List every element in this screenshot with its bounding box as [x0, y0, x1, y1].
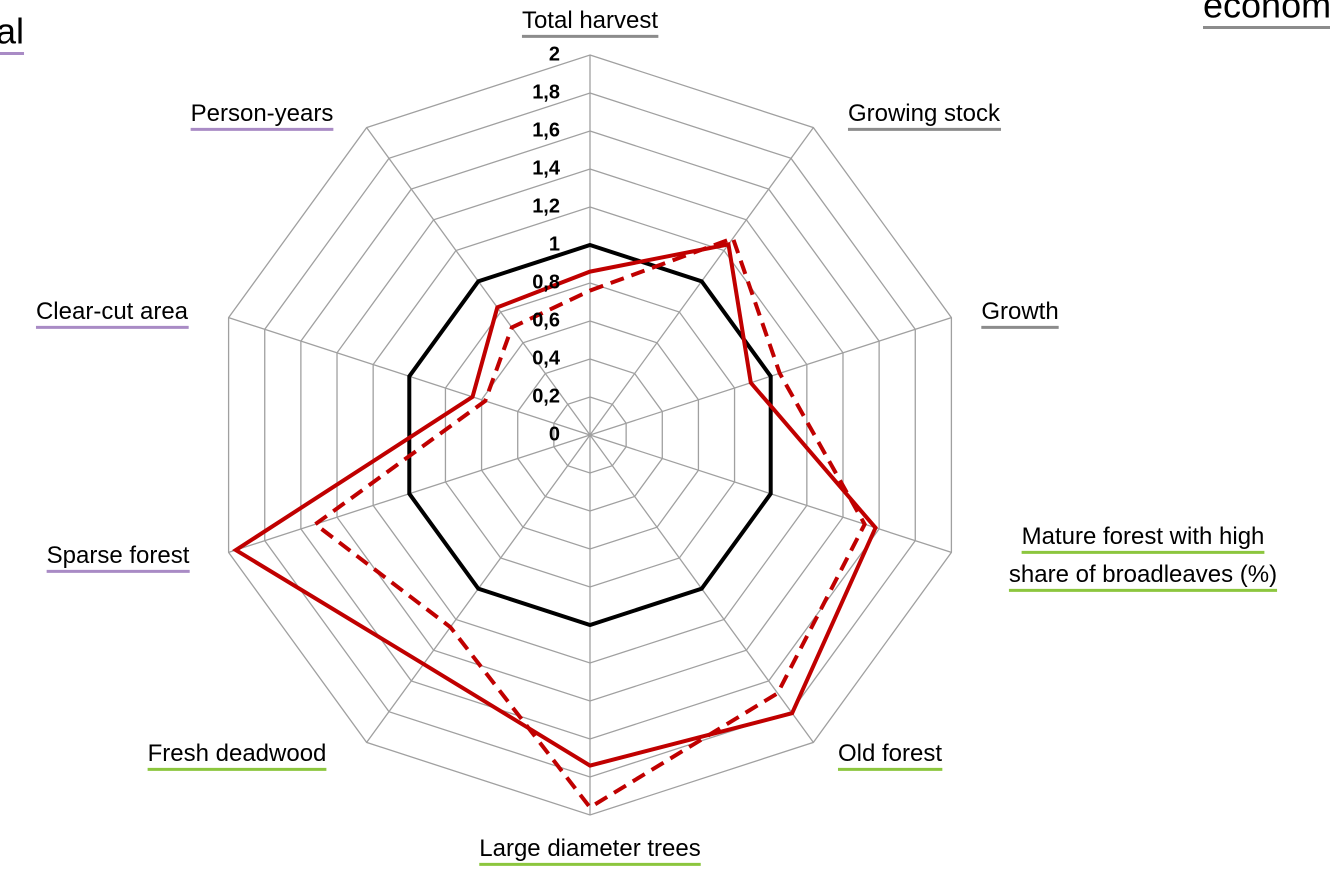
category-line: Person-years — [191, 100, 334, 127]
category-label: Clear-cut area — [36, 298, 189, 325]
category-line: Large diameter trees — [479, 835, 700, 862]
category-line: Total harvest — [522, 7, 658, 34]
tick-label: 2 — [549, 43, 560, 65]
category-label: Growing stock — [848, 100, 1001, 127]
series-line — [407, 242, 773, 628]
category-label: Total harvest — [522, 7, 658, 34]
category-line: Sparse forest — [47, 542, 190, 569]
tick-label: 1,4 — [532, 157, 561, 179]
category-label: Fresh deadwood — [148, 740, 327, 767]
series-line — [232, 242, 878, 768]
category-label: Sparse forest — [47, 542, 190, 569]
tick-label: 1,2 — [532, 195, 560, 217]
category-label: Large diameter trees — [479, 835, 700, 862]
tick-label: 0,8 — [532, 271, 560, 293]
side-text: al — [0, 11, 24, 52]
category-line: Growth — [981, 298, 1058, 325]
category-line: Clear-cut area — [36, 298, 189, 325]
category-line: Growing stock — [848, 100, 1001, 127]
category-line: Old forest — [838, 740, 942, 767]
tick-label: 1 — [549, 233, 560, 255]
tick-label: 0 — [549, 423, 560, 445]
category-label: Growth — [981, 298, 1058, 325]
side-text: economic — [1203, 0, 1330, 26]
category-line: Mature forest with high — [1022, 523, 1265, 550]
category-line: Fresh deadwood — [148, 740, 327, 767]
grid — [227, 54, 953, 816]
tick-label: 0,6 — [532, 309, 560, 331]
category-line: share of broadleaves (%) — [1009, 561, 1277, 588]
category-label: Mature forest with high share of broadlea… — [1009, 523, 1277, 588]
category-label: Person-years — [191, 100, 334, 127]
tick-label: 0,4 — [532, 347, 561, 369]
series-line — [311, 235, 867, 811]
category-label: Old forest — [838, 740, 942, 767]
tick-label: 0,2 — [532, 385, 560, 407]
tick-label: 1,6 — [532, 119, 560, 141]
tick-label: 1,8 — [532, 81, 560, 103]
